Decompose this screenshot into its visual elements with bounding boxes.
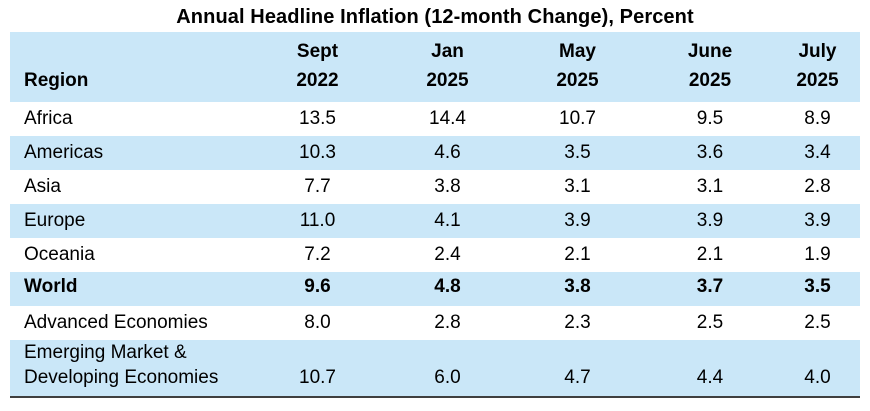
value-cell: 4.8	[385, 272, 510, 306]
value-cell: 10.3	[250, 136, 385, 170]
value-cell: 7.7	[304, 176, 331, 197]
value-cell: 8.0	[304, 312, 331, 333]
column-header-july-2025: July 2025	[775, 32, 860, 102]
table-row-asia: Asia 7.7 3.8 3.1 3.1 2.8	[10, 170, 860, 204]
value-cell: 4.1	[385, 204, 510, 238]
column-header-year: 2025	[688, 70, 732, 91]
region-cell-line1: Emerging Market &	[24, 342, 187, 363]
column-header-month: May	[559, 41, 596, 62]
value-cell: 13.5	[299, 108, 336, 129]
value-cell: 9.6	[250, 272, 385, 306]
value-cell: 14.4	[429, 108, 466, 129]
column-header-sept-2022: Sept 2022	[250, 32, 385, 102]
column-header-year: 2025	[556, 70, 599, 91]
header-row: Region Sept 2022 Jan 2025 May 2025 June …	[10, 32, 860, 102]
region-cell: Advanced Economies	[24, 312, 208, 333]
column-header-year: 2022	[296, 70, 339, 91]
value-cell: 6.0	[385, 340, 510, 397]
region-cell: Asia	[24, 176, 61, 197]
column-header-region: Region	[10, 32, 250, 102]
value-cell: 1.9	[804, 244, 831, 265]
table-row-africa: Africa 13.5 14.4 10.7 9.5 8.9	[10, 102, 860, 136]
table-row-europe: Europe 11.0 4.1 3.9 3.9 3.9	[10, 204, 860, 238]
column-header-month: Jan	[431, 41, 464, 62]
column-header-month: June	[687, 41, 733, 62]
value-cell: 3.9	[510, 204, 645, 238]
value-cell: 3.8	[434, 176, 461, 197]
value-cell: 2.5	[804, 312, 831, 333]
region-cell: Americas	[10, 136, 250, 170]
region-cell-line2: Developing Economies	[24, 367, 219, 388]
inflation-table: Region Sept 2022 Jan 2025 May 2025 June …	[10, 32, 860, 398]
value-cell: 3.1	[696, 176, 724, 197]
value-cell: 3.1	[564, 176, 591, 197]
column-header-jan-2025: Jan 2025	[385, 32, 510, 102]
column-header-month: July	[798, 41, 837, 62]
value-cell: 2.1	[564, 244, 591, 265]
value-cell: 2.4	[434, 244, 461, 265]
region-cell: World	[10, 272, 250, 306]
value-cell: 3.9	[645, 204, 775, 238]
value-cell: 4.0	[775, 340, 860, 397]
value-cell: 10.7	[559, 108, 596, 129]
region-cell: Emerging Market & Developing Economies	[10, 340, 250, 397]
value-cell: 3.5	[775, 272, 860, 306]
table-row-world: World 9.6 4.8 3.8 3.7 3.5	[10, 272, 860, 306]
column-header-month: Sept	[296, 41, 339, 62]
value-cell: 3.6	[645, 136, 775, 170]
column-header-year: 2025	[426, 70, 469, 91]
column-header-june-2025: June 2025	[645, 32, 775, 102]
table-row-advanced-economies: Advanced Economies 8.0 2.8 2.3 2.5 2.5	[10, 306, 860, 340]
value-cell: 3.7	[645, 272, 775, 306]
value-cell: 3.5	[510, 136, 645, 170]
value-cell: 4.7	[510, 340, 645, 397]
value-cell: 3.4	[775, 136, 860, 170]
value-cell: 2.5	[696, 312, 724, 333]
table-row-emerging-developing-economies: Emerging Market & Developing Economies 1…	[10, 340, 860, 397]
column-header-year: 2025	[796, 70, 839, 91]
value-cell: 4.4	[645, 340, 775, 397]
table-row-americas: Americas 10.3 4.6 3.5 3.6 3.4	[10, 136, 860, 170]
value-cell: 4.6	[385, 136, 510, 170]
value-cell: 7.2	[304, 244, 331, 265]
value-cell: 3.8	[510, 272, 645, 306]
value-cell: 2.8	[434, 312, 461, 333]
value-cell: 3.9	[775, 204, 860, 238]
value-cell: 8.9	[804, 108, 831, 129]
table-title: Annual Headline Inflation (12-month Chan…	[176, 6, 694, 28]
region-cell: Oceania	[24, 244, 95, 265]
value-cell: 2.1	[696, 244, 724, 265]
column-header-may-2025: May 2025	[510, 32, 645, 102]
value-cell: 11.0	[250, 204, 385, 238]
value-cell: 2.3	[564, 312, 591, 333]
value-cell: 2.8	[804, 176, 831, 197]
value-cell: 10.7	[250, 340, 385, 397]
value-cell: 9.5	[696, 108, 724, 129]
table-row-oceania: Oceania 7.2 2.4 2.1 2.1 1.9	[10, 238, 860, 272]
region-cell: Europe	[10, 204, 250, 238]
region-cell: Africa	[24, 108, 73, 129]
